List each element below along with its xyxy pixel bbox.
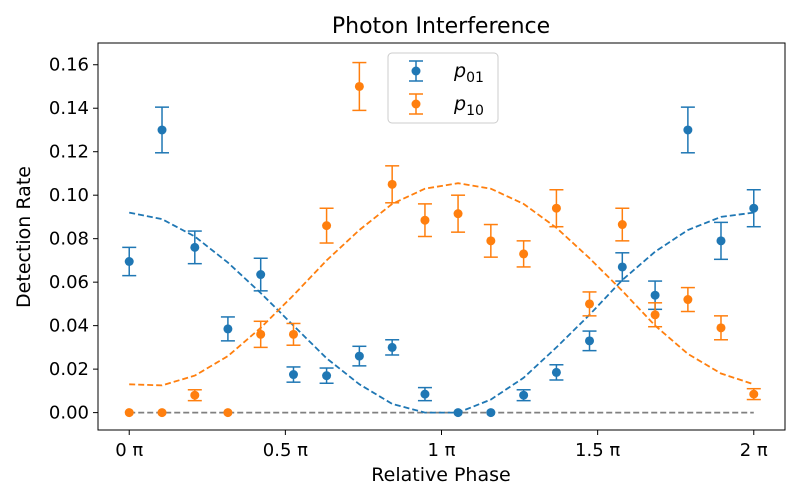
- p01-point: [190, 242, 200, 252]
- axes: 0 π 0.5 π 1 π 1.5 π 2 π 0.00 0.02 0.04 0.06 0.08 0…: [49, 55, 768, 461]
- y-tick-label: 0.06: [49, 272, 89, 293]
- x-tick-label: 0.5 π: [263, 440, 308, 461]
- y-axis-label: Detection Rate: [13, 166, 35, 308]
- p01-point: [486, 408, 496, 418]
- y-tick-label: 0.08: [49, 229, 89, 250]
- y-tick-label: 0.10: [49, 185, 89, 206]
- p01-point: [551, 367, 561, 377]
- p10-point: [190, 390, 200, 400]
- plot-area: [122, 61, 761, 418]
- p10-point: [354, 81, 364, 91]
- legend-label: p01: [453, 60, 484, 86]
- p10-point: [157, 408, 167, 418]
- p01-point: [716, 236, 726, 246]
- p10-point: [749, 389, 759, 399]
- p01-point: [288, 370, 298, 380]
- p01-point: [256, 270, 266, 280]
- y-tick-label: 0.04: [49, 316, 89, 337]
- p10-point: [585, 299, 595, 309]
- x-tick-label: 0 π: [115, 440, 143, 461]
- x-axis-label: Relative Phase: [371, 464, 510, 486]
- p10-point: [486, 236, 496, 246]
- p01-point: [650, 290, 660, 300]
- p01-point: [223, 324, 233, 334]
- p10-fit-line: [129, 182, 755, 387]
- p10-point: [650, 310, 660, 320]
- p01-point: [387, 342, 397, 352]
- legend-marker-point: [411, 66, 421, 76]
- p01-point: [617, 262, 627, 272]
- p01-point: [354, 351, 364, 361]
- p01-point: [322, 371, 332, 381]
- legend-label-base: p: [453, 60, 466, 82]
- legend-label-subscript: 01: [466, 70, 484, 86]
- legend-label: p10: [453, 93, 484, 119]
- p01-point: [585, 336, 595, 346]
- legend-marker-point: [411, 99, 421, 109]
- p10-point: [256, 329, 266, 339]
- p01-point: [157, 125, 167, 135]
- y-tick-label: 0.16: [49, 55, 89, 76]
- p10-point: [683, 295, 693, 305]
- y-tick-label: 0.12: [49, 142, 89, 163]
- p10-point: [453, 209, 463, 219]
- p10-point: [322, 221, 332, 231]
- y-tick-label: 0.14: [49, 98, 89, 119]
- x-tick-label: 2 π: [740, 440, 768, 461]
- x-tick-label: 1.5 π: [575, 440, 620, 461]
- p01-point: [420, 389, 430, 399]
- p10-point: [223, 408, 233, 418]
- p10-point: [420, 215, 430, 225]
- y-tick-label: 0.02: [49, 359, 89, 380]
- p10-point: [617, 220, 627, 230]
- p01-point: [749, 203, 759, 213]
- chart-title: Photon Interference: [332, 14, 550, 39]
- y-tick-label: 0.00: [49, 403, 89, 424]
- p10-point: [551, 203, 561, 213]
- x-tick-label: 1 π: [427, 440, 455, 461]
- p01-point: [453, 408, 463, 418]
- p10-point: [124, 408, 134, 418]
- p10-point: [716, 323, 726, 333]
- legend-label-base: p: [453, 93, 466, 115]
- p10-point: [519, 249, 529, 259]
- p01-fit-line: [129, 211, 754, 414]
- p01-point: [683, 125, 693, 135]
- p01-point: [519, 390, 529, 400]
- p10-point: [387, 179, 397, 189]
- p10-point: [288, 329, 298, 339]
- p01-point: [124, 257, 134, 267]
- legend-label-subscript: 10: [466, 103, 484, 119]
